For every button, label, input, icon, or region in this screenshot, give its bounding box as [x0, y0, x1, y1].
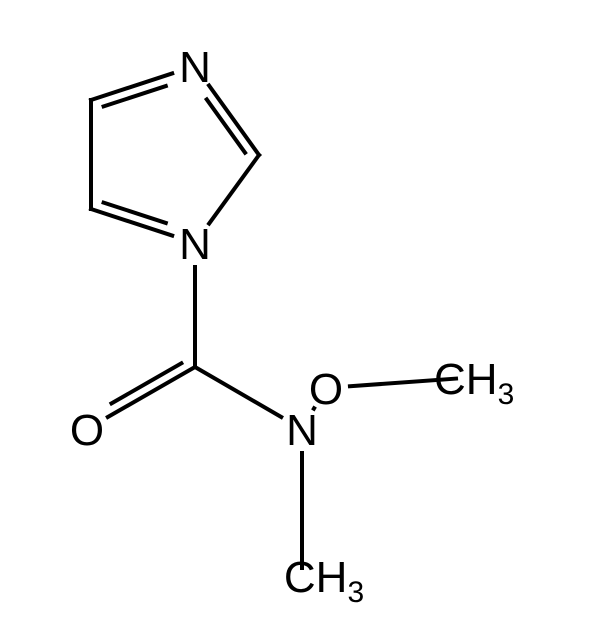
bond-line [112, 363, 182, 403]
atom-label-c10: CH3 [434, 355, 514, 411]
atom-label-o7: O [70, 406, 104, 455]
bond-line [108, 367, 195, 417]
bond-line [209, 155, 259, 224]
atom-label-c11: CH3 [284, 553, 364, 609]
bond-line [209, 85, 259, 155]
bond-line [195, 367, 281, 417]
atom-label-o9: O [309, 365, 343, 414]
atom-label-n4: N [179, 220, 211, 269]
atom-label-n1: N [179, 43, 211, 92]
bond-line [104, 203, 166, 223]
molecule-diagram: NNONOCH3CH3 [0, 0, 598, 640]
bond-line [104, 86, 166, 106]
